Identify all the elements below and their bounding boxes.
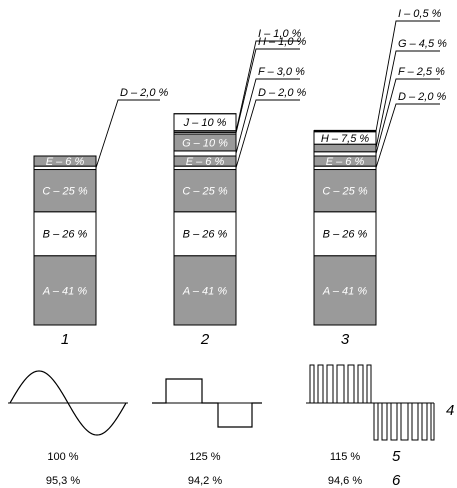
pwm-wave	[308, 364, 435, 441]
bar-outline	[33, 155, 97, 326]
callout-label-i: I – 0,5 %	[398, 8, 442, 20]
column-number: 3	[341, 331, 350, 348]
column-number: 2	[200, 331, 210, 348]
callout-label-f: F – 3,0 %	[258, 66, 305, 78]
segment-label-a: A – 41 %	[42, 285, 87, 297]
bar-column-2: A – 41 % B – 26 % C – 25 % E – 6 % G – 10 % J…	[173, 28, 307, 348]
callout-line-f	[375, 78, 440, 155]
row-number-efficiency: 6	[392, 472, 401, 488]
callout-line-h	[235, 48, 300, 134]
callout-label-d: D – 2,0 %	[258, 87, 307, 99]
segment-label-b: B – 26 %	[183, 229, 228, 241]
bar-column-3: A – 41 % B – 26 % C – 25 % E – 6 % H – 7,5 %…	[313, 8, 447, 348]
callout-line-i	[235, 40, 300, 132]
segment-a	[33, 255, 97, 326]
segment-label-j: J – 10 %	[183, 117, 227, 129]
waveforms	[8, 364, 435, 441]
segment-a	[313, 255, 377, 326]
bar-column-1: A – 41 % B – 26 % C – 25 % E – 6 % D – 2,0 %…	[33, 87, 169, 348]
segment-label-a: A – 41 %	[182, 285, 227, 297]
waveform-efficiency: 94,6 %	[328, 475, 362, 487]
callout-label-i: I – 1,0 %	[258, 28, 302, 40]
column-number: 1	[61, 331, 69, 348]
segment-label-c: C – 25 %	[182, 186, 227, 198]
callout-label-f: F – 2,5 %	[398, 66, 445, 78]
segment-b	[173, 211, 237, 257]
segment-g	[313, 143, 377, 153]
callout-line-g	[375, 50, 440, 149]
waveform-efficiency: 95,3 %	[46, 475, 80, 487]
callout-label-d: D – 2,0 %	[120, 87, 169, 99]
segment-label-e: E – 6 %	[326, 156, 365, 168]
bar-outline	[173, 113, 237, 326]
callout-line-d	[235, 99, 300, 168]
segment-label-b: B – 26 %	[323, 229, 368, 241]
segment-label-e: E – 6 %	[186, 156, 225, 168]
segment-b	[33, 211, 97, 257]
callout-label-d: D – 2,0 %	[398, 91, 447, 103]
callout-line-f	[235, 78, 300, 154]
segment-label-b: B – 26 %	[43, 229, 88, 241]
row-number-percent: 5	[392, 448, 401, 465]
sine-wave	[9, 370, 127, 436]
callout-line-d	[95, 99, 160, 168]
callout-line-d	[375, 103, 440, 168]
segment-f	[313, 151, 377, 157]
segment-label-c: C – 25 %	[42, 186, 87, 198]
callout-label-g: G – 4,5 %	[398, 38, 447, 50]
waveform-percent: 125 %	[189, 451, 220, 463]
callout-line-i	[375, 20, 440, 132]
segment-label-h: H – 7,5 %	[321, 133, 370, 145]
waveform-percent: 100 %	[47, 451, 78, 463]
row-number-waveform: 4	[446, 402, 454, 419]
callout-label-h: H – 1,0 %	[258, 36, 307, 48]
segment-label-c: C – 25 %	[322, 186, 367, 198]
square-wave	[152, 378, 262, 428]
segment-f	[173, 150, 237, 157]
waveform-efficiency: 94,2 %	[188, 475, 222, 487]
waveform-percent: 115 %	[330, 451, 361, 463]
segment-label-a: A – 41 %	[322, 285, 367, 297]
segment-c	[313, 169, 377, 213]
segment-label-g: G – 10 %	[182, 137, 228, 149]
segment-label-e: E – 6 %	[46, 156, 85, 168]
